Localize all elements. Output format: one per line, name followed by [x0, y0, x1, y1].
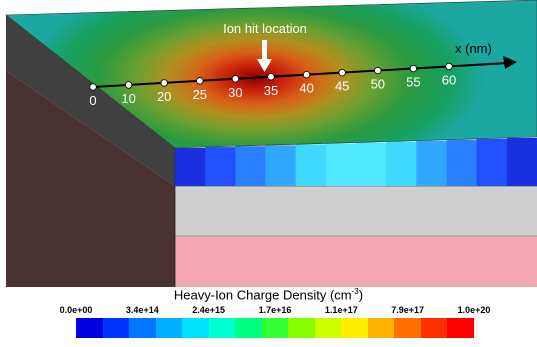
tick-dot: [338, 68, 346, 77]
tick-label: 30: [228, 85, 242, 100]
tick-dot: [374, 66, 382, 75]
left-side-dark: [6, 15, 175, 186]
tick-label: 35: [264, 83, 278, 98]
tick-label: 45: [335, 79, 349, 94]
tick-dot: [89, 83, 97, 91]
tick-dot: [267, 73, 275, 81]
colorbar-swatch: [235, 318, 262, 338]
stripe-cell: [506, 137, 537, 186]
colorbar-swatch: [447, 318, 474, 338]
tick-label: 25: [193, 87, 207, 102]
stripe-cell: [386, 141, 417, 186]
legend-tick-label: 1.0e+20: [457, 305, 491, 315]
device-3d-structure: x (nm) Ion hit location 0 10 20 25 30 35 40 45 5…: [5, 0, 537, 287]
colorbar-swatch: [420, 318, 448, 338]
stripe-cell: [356, 142, 387, 186]
stripe-cell: [416, 140, 447, 186]
legend-colorbar: [76, 318, 474, 338]
tick-label: 10: [121, 91, 135, 106]
tick-dot: [445, 62, 453, 71]
tick-dot: [124, 81, 133, 89]
tick-dot: [409, 64, 418, 73]
colorbar-swatch: [208, 318, 236, 338]
stripe-cell: [295, 144, 327, 186]
tick-label: 40: [299, 81, 313, 96]
colorbar-swatch: [367, 318, 395, 338]
colorbar-swatch: [182, 318, 209, 338]
colorbar-swatch: [394, 318, 421, 338]
x-axis-label: x (nm): [455, 41, 492, 56]
stripe-cell: [175, 148, 206, 186]
colorbar-swatch: [102, 318, 130, 338]
legend-tick-labels: 0.0e+00 3.4e+14 2.4e+15 1.7e+16 1.1e+17 7.9e+…: [60, 305, 498, 317]
ion-hit-arrow-shaft: [262, 40, 267, 60]
stripe-cell: [205, 147, 236, 186]
colorbar-swatch: [341, 318, 368, 338]
stripe-cell: [446, 139, 478, 186]
colorbar-swatch: [155, 318, 183, 338]
legend-tick-label: 3.4e+14: [125, 305, 159, 315]
colorbar-swatch: [76, 318, 103, 338]
legend-tick-label: 7.9e+17: [391, 305, 425, 315]
front-charge-stripe: [175, 137, 537, 186]
legend-title: Heavy-Ion Charge Density (cm-3): [173, 287, 364, 303]
legend-tick-label: 0.0e+00: [59, 305, 93, 315]
ion-hit-arrow-head: [257, 59, 272, 72]
colorbar-swatch: [261, 318, 289, 338]
x-axis-arrowhead: [503, 56, 517, 69]
x-axis-ticks: 0 10 20 25 30 35 40 45 50 55 60: [89, 62, 456, 108]
tick-dot: [160, 79, 168, 87]
stripe-cell: [476, 138, 508, 186]
tick-label: 0: [89, 93, 96, 108]
tick-dot: [231, 75, 240, 83]
tick-dot: [196, 77, 204, 85]
tick-label: 20: [157, 89, 171, 104]
legend-tick-label: 2.4e+15: [192, 305, 226, 315]
colorbar-swatch: [314, 318, 342, 338]
ion-hit-label: Ion hit location: [223, 21, 307, 36]
stripe-cell: [265, 145, 297, 186]
front-pink-layer: [175, 236, 537, 287]
legend-tick-label: 1.7e+16: [258, 305, 292, 315]
stripe-cell: [325, 143, 357, 186]
tick-label: 50: [371, 77, 385, 92]
stripe-cell: [235, 146, 266, 186]
tick-label: 60: [442, 73, 456, 88]
tick-dot: [302, 70, 311, 79]
left-side-brown: [6, 71, 175, 287]
legend-tick-label: 1.1e+17: [324, 305, 358, 315]
tick-label: 55: [406, 75, 420, 90]
colorbar-swatch: [288, 318, 315, 338]
front-gray-layer: [175, 186, 537, 236]
colorbar-swatch: [129, 318, 156, 338]
